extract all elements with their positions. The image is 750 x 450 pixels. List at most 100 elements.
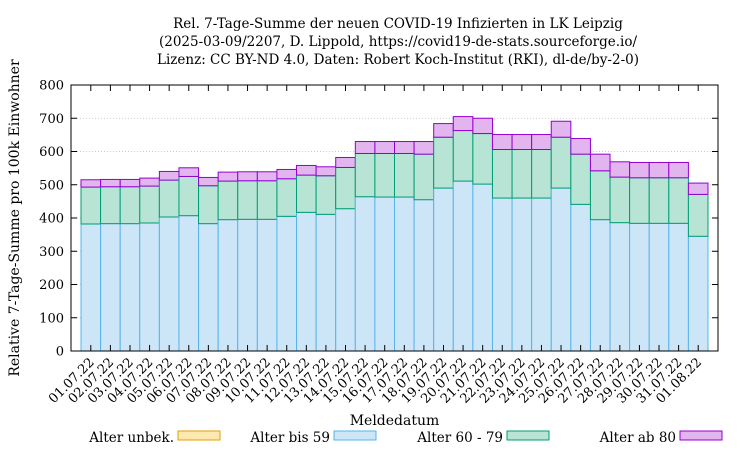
bar-segment	[237, 180, 258, 220]
bar-segment	[354, 152, 376, 198]
bar-segment	[354, 141, 376, 154]
bar-segment	[570, 203, 591, 352]
chart-title-line-2: (2025-03-09/2207, D. Lippold, https://co…	[159, 34, 637, 50]
bar-segment	[178, 167, 200, 177]
bar-segment	[472, 117, 493, 135]
legend-label: Alter ab 80	[599, 430, 676, 446]
bar-segment	[139, 222, 160, 352]
bar-segment	[296, 174, 317, 213]
bar-segment	[276, 178, 298, 217]
bar-segment	[452, 116, 474, 132]
bar-segment	[413, 141, 435, 155]
bar-segment	[198, 185, 219, 225]
bar-segment	[472, 183, 493, 352]
bar-segment	[433, 136, 454, 189]
bar-segment	[472, 133, 493, 185]
x-axis-ticks: 01.07.2202.07.2203.07.2204.07.2205.07.22…	[46, 85, 705, 407]
bar-segment	[589, 170, 611, 221]
y-tick-label: 300	[39, 245, 64, 260]
bar-segment	[276, 168, 298, 180]
bar-segment	[413, 199, 435, 352]
y-tick-label: 200	[39, 278, 64, 293]
bar-segment	[119, 186, 141, 225]
chart-title: Rel. 7-Tage-Summe der neuen COVID-19 Inf…	[157, 16, 639, 68]
bar-segment	[217, 180, 239, 221]
bar-segment	[335, 208, 356, 352]
bar-segment	[217, 219, 239, 352]
bar-segment	[609, 222, 631, 352]
bar-segment	[687, 182, 709, 195]
bar-segment	[119, 178, 141, 188]
bar-segment	[315, 175, 337, 215]
bar-segment	[237, 218, 258, 352]
y-tick-label: 400	[39, 212, 64, 227]
bar-segment	[315, 213, 337, 352]
bar-segment	[80, 186, 102, 225]
bar-segment	[609, 176, 631, 224]
chart-title-line-3: Lizenz: CC BY-ND 4.0, Daten: Robert Koch…	[157, 52, 639, 68]
bar-segment	[531, 197, 552, 352]
legend-swatch	[333, 430, 377, 441]
bar-segment	[648, 161, 670, 179]
bar-segment	[80, 223, 102, 352]
y-axis-ticks: 0 100 200 300 400 500 600 700 800	[39, 79, 718, 360]
legend-swatch	[177, 430, 221, 441]
bar-segment	[687, 235, 709, 352]
bar-segment	[394, 141, 415, 154]
legend-swatch	[679, 430, 723, 441]
bar-segment	[394, 152, 415, 198]
bar-segment	[589, 153, 611, 172]
bar-segment	[433, 187, 454, 352]
legend-label: Alter unbek.	[88, 430, 174, 446]
bar-segment	[217, 171, 239, 182]
bar-segment	[178, 215, 200, 352]
bar-segment	[668, 161, 689, 179]
bar-segment	[609, 161, 631, 178]
bar-segment	[491, 197, 513, 352]
y-axis-label: Relative 7-Tage-Summe pro 100k Einwohner	[7, 59, 23, 377]
bar-segment	[374, 141, 395, 154]
bar-segment	[394, 196, 415, 352]
bar-segment	[452, 180, 474, 352]
bar-segment	[139, 177, 160, 187]
bar-segment	[550, 136, 572, 189]
bars	[80, 116, 709, 352]
bar-segment	[237, 171, 258, 182]
bar-segment	[100, 223, 121, 352]
bar-segment	[452, 130, 474, 182]
bar-segment	[100, 178, 121, 188]
bar-segment	[276, 215, 298, 352]
bar-segment	[491, 149, 513, 199]
x-axis-label: Meldedatum	[350, 413, 440, 429]
bar-segment	[158, 179, 180, 218]
bar-segment	[80, 179, 102, 188]
bar-segment	[198, 223, 219, 352]
bar-segment	[668, 222, 689, 352]
bar-segment	[315, 166, 337, 177]
bar-segment	[198, 176, 219, 187]
bar-segment	[668, 177, 689, 224]
bar-segment	[178, 175, 200, 217]
bar-segment	[158, 216, 180, 352]
bar-segment	[629, 177, 650, 224]
bar-segment	[511, 134, 533, 151]
bar-segment	[354, 196, 376, 352]
bar-segment	[374, 152, 395, 198]
bar-segment	[629, 161, 650, 179]
bar-segment	[570, 153, 591, 205]
bar-segment	[296, 211, 317, 352]
bar-segment	[531, 134, 552, 151]
y-tick-label: 600	[39, 145, 64, 160]
y-tick-label: 0	[56, 345, 64, 360]
bar-segment	[413, 153, 435, 201]
bar-segment	[511, 197, 533, 352]
bar-segment	[687, 193, 709, 237]
bar-segment	[158, 170, 180, 181]
legend: Alter unbek. Alter bis 59 Alter 60 - 79 Alt…	[88, 430, 723, 446]
bar-segment	[139, 185, 160, 224]
bar-segment	[335, 166, 356, 210]
legend-label: Alter bis 59	[249, 430, 330, 446]
legend-swatch	[506, 430, 550, 441]
bar-segment	[100, 186, 121, 225]
